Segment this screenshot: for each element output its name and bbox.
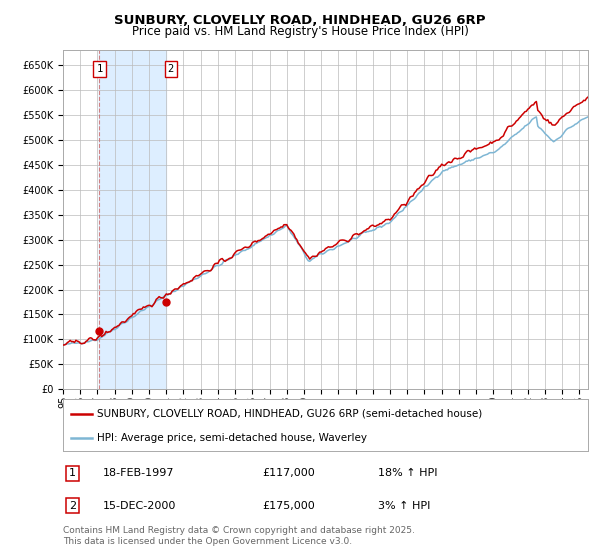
Text: HPI: Average price, semi-detached house, Waverley: HPI: Average price, semi-detached house,…: [97, 433, 367, 443]
Text: 3% ↑ HPI: 3% ↑ HPI: [378, 501, 430, 511]
Text: 2: 2: [167, 64, 174, 74]
Text: £175,000: £175,000: [263, 501, 315, 511]
Text: 15-DEC-2000: 15-DEC-2000: [103, 501, 176, 511]
Text: SUNBURY, CLOVELLY ROAD, HINDHEAD, GU26 6RP (semi-detached house): SUNBURY, CLOVELLY ROAD, HINDHEAD, GU26 6…: [97, 409, 482, 419]
Text: 1: 1: [97, 64, 103, 74]
Text: £117,000: £117,000: [263, 468, 315, 478]
Bar: [100, 50, 166, 389]
Text: SUNBURY, CLOVELLY ROAD, HINDHEAD, GU26 6RP: SUNBURY, CLOVELLY ROAD, HINDHEAD, GU26 6…: [114, 14, 486, 27]
Text: 18% ↑ HPI: 18% ↑ HPI: [378, 468, 437, 478]
Text: Contains HM Land Registry data © Crown copyright and database right 2025.
This d: Contains HM Land Registry data © Crown c…: [63, 526, 415, 546]
Text: 18-FEB-1997: 18-FEB-1997: [103, 468, 174, 478]
Text: 2: 2: [69, 501, 76, 511]
Text: Price paid vs. HM Land Registry's House Price Index (HPI): Price paid vs. HM Land Registry's House …: [131, 25, 469, 38]
Text: 1: 1: [69, 468, 76, 478]
